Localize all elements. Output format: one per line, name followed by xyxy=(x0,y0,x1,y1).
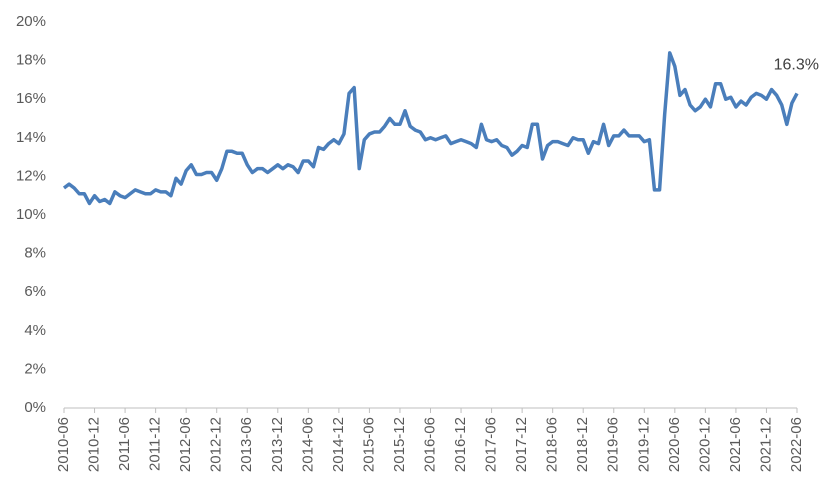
y-tick-label: 2% xyxy=(24,360,46,377)
y-tick-label: 10% xyxy=(16,206,46,223)
x-tick-label: 2015-06 xyxy=(360,417,377,472)
y-tick-label: 16% xyxy=(16,90,46,107)
y-tick-label: 18% xyxy=(16,52,46,69)
x-tick-label: 2015-12 xyxy=(391,417,408,472)
x-tick-label: 2014-06 xyxy=(299,417,316,472)
x-tick-label: 2012-06 xyxy=(177,417,194,472)
y-tick-label: 14% xyxy=(16,129,46,146)
y-tick-label: 4% xyxy=(24,322,46,339)
x-tick-label: 2018-12 xyxy=(574,417,591,472)
x-tick-label: 2013-12 xyxy=(269,417,286,472)
x-tick-label: 2020-12 xyxy=(696,417,713,472)
x-tick-label: 2020-06 xyxy=(666,417,683,472)
y-tick-label: 12% xyxy=(16,167,46,184)
line xyxy=(62,51,799,206)
x-tick-label: 2011-12 xyxy=(147,417,164,471)
x-tick-label: 2014-12 xyxy=(330,417,347,472)
x-tick-label: 2017-06 xyxy=(483,417,500,472)
annotation: 16.3% xyxy=(774,57,819,74)
x-tick-label: 2013-06 xyxy=(238,417,255,472)
x-tick-label: 2012-12 xyxy=(208,417,225,472)
x-tick-label: 2010-12 xyxy=(86,417,103,472)
x-tick-label: 2016-06 xyxy=(421,417,438,472)
x-tick-label: 2019-12 xyxy=(635,417,652,472)
x-tick-label: 2021-12 xyxy=(757,417,774,472)
x-tick-label: 2018-06 xyxy=(544,417,561,472)
x-tick-label: 2022-06 xyxy=(788,417,805,472)
x-tick-label: 2017-12 xyxy=(513,417,530,472)
y-tick-label: 6% xyxy=(24,283,46,300)
x-tick-label: 2011-06 xyxy=(116,417,133,471)
y-tick-label: 8% xyxy=(24,245,46,262)
x-tick-label: 2019-06 xyxy=(605,417,622,472)
x-tick-label: 2016-12 xyxy=(452,417,469,472)
x-tick-label: 2021-06 xyxy=(727,417,744,472)
y-tick-label: 0% xyxy=(24,399,46,416)
y-tick-label: 20% xyxy=(16,13,46,30)
x-tick-label: 2010-06 xyxy=(55,417,72,472)
